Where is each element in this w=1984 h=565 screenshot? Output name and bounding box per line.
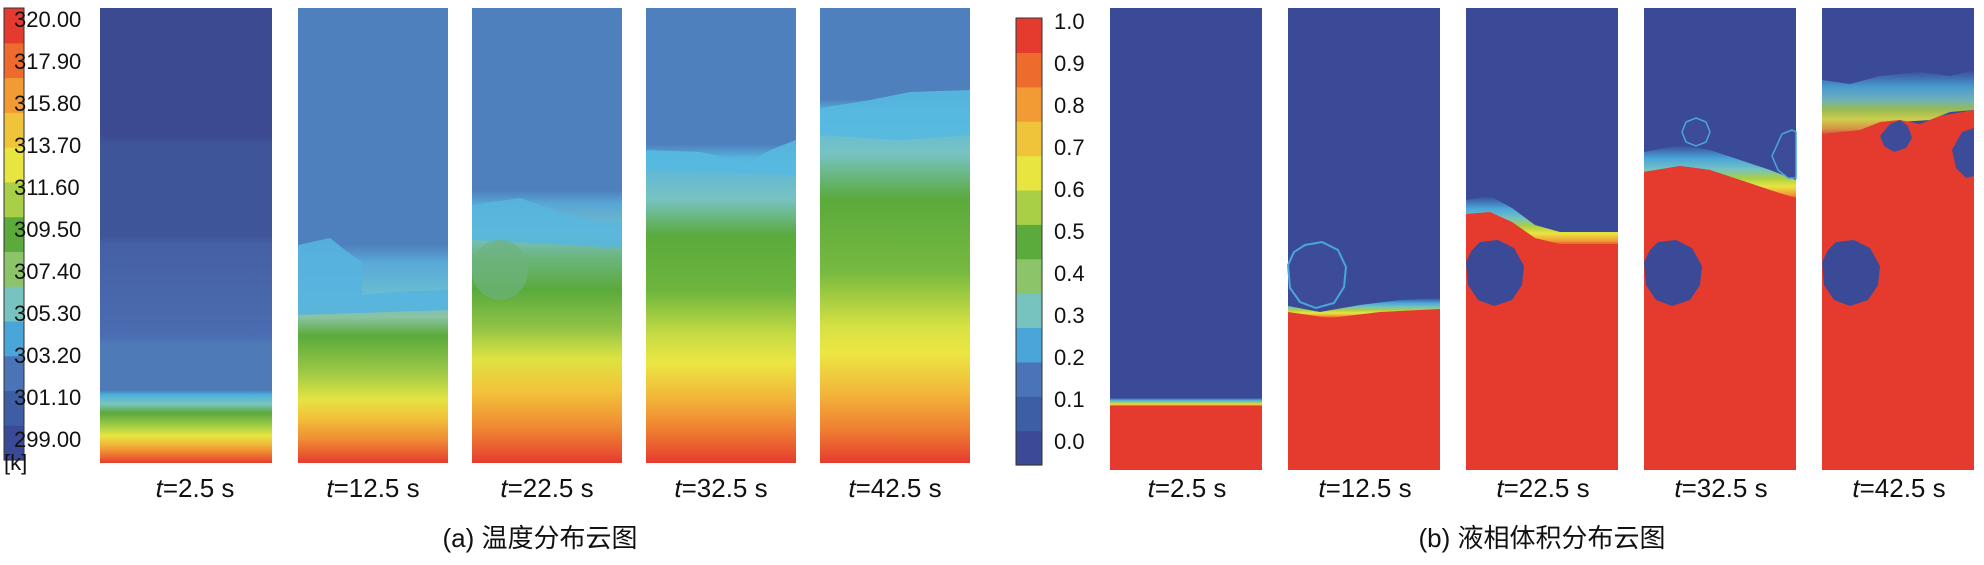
colorbar-a-tick: 305.30 xyxy=(14,301,81,326)
time-label: t=42.5 s xyxy=(848,473,941,503)
colorbar-b-tick: 0.6 xyxy=(1054,177,1085,202)
temperature-colorbar xyxy=(3,7,25,461)
colorbar-b-tick: 0.9 xyxy=(1054,51,1085,76)
liquid-fraction-colorbar xyxy=(1015,17,1043,466)
time-label: t=22.5 s xyxy=(1496,473,1589,503)
colorbar-a-swatch xyxy=(4,320,24,357)
panel-a-caption: (a) 温度分布云图 xyxy=(442,523,637,553)
colorbar-b-swatch xyxy=(1016,155,1042,191)
time-label: t=32.5 s xyxy=(674,473,767,503)
temperature-colorbar-ticks: 320.00 317.90 315.80 313.70 311.60 309.5… xyxy=(4,7,81,475)
colorbar-a-tick: 317.90 xyxy=(14,49,81,74)
colorbar-a-tick: 307.40 xyxy=(14,259,81,284)
colorbar-b-swatch xyxy=(1016,258,1042,294)
colorbar-a-tick: 311.60 xyxy=(14,175,80,200)
temperature-time-labels: t=2.5 s t=12.5 s t=22.5 s t=32.5 s t=42.… xyxy=(156,473,942,503)
temperature-frame-3 xyxy=(472,8,622,463)
colorbar-a-tick: 299.00 xyxy=(14,427,81,452)
colorbar-a-tick: 313.70 xyxy=(14,133,81,158)
liquid-fraction-colorbar-ticks: 1.0 0.9 0.8 0.7 0.6 0.5 0.4 0.3 0.2 0.1 … xyxy=(1054,9,1085,454)
colorbar-b-swatch xyxy=(1016,430,1042,466)
colorbar-a-swatch xyxy=(4,286,24,322)
time-label: t=42.5 s xyxy=(1852,473,1945,503)
colorbar-a-tick: 315.80 xyxy=(14,91,81,116)
liquid-frame-2 xyxy=(1286,8,1440,470)
colorbar-a-swatch xyxy=(4,8,24,44)
colorbar-b-swatch xyxy=(1016,52,1042,88)
temperature-frame-5 xyxy=(820,8,970,463)
liquid-frame-3 xyxy=(1466,8,1618,470)
liquid-time-labels: t=2.5 s t=12.5 s t=22.5 s t=32.5 s t=42.… xyxy=(1148,473,1946,503)
colorbar-b-swatch xyxy=(1016,86,1042,122)
colorbar-b-tick: 0.1 xyxy=(1054,387,1085,412)
liquid-frame-5 xyxy=(1822,8,1974,470)
colorbar-a-unit: [k] xyxy=(4,450,27,475)
colorbar-a-swatch-border xyxy=(3,7,25,461)
colorbar-a-swatch xyxy=(4,355,24,392)
colorbar-b-tick: 0.0 xyxy=(1054,429,1085,454)
time-label: t=2.5 s xyxy=(1148,473,1227,503)
time-label: t=12.5 s xyxy=(326,473,419,503)
colorbar-a-swatch xyxy=(4,147,24,183)
colorbar-b-tick: 0.4 xyxy=(1054,261,1085,286)
colorbar-a-tick: 303.20 xyxy=(14,343,81,368)
colorbar-a-tick: 309.50 xyxy=(14,217,81,242)
colorbar-b-tick: 0.5 xyxy=(1054,219,1085,244)
time-label: t=2.5 s xyxy=(156,473,235,503)
colorbar-b-swatch xyxy=(1016,121,1042,157)
colorbar-a-swatch xyxy=(4,181,24,218)
panel-b-caption: (b) 液相体积分布云图 xyxy=(1418,523,1665,553)
colorbar-b-tick: 0.3 xyxy=(1054,303,1085,328)
colorbar-a-swatch xyxy=(4,77,24,113)
colorbar-a-swatch xyxy=(4,251,24,287)
time-label: t=22.5 s xyxy=(500,473,593,503)
colorbar-b-tick: 0.7 xyxy=(1054,135,1085,160)
colorbar-b-swatch xyxy=(1016,396,1042,432)
temperature-frame-2 xyxy=(298,8,448,463)
liquid-frame-1 xyxy=(1110,8,1262,470)
colorbar-a-tick: 320.00 xyxy=(14,7,81,32)
colorbar-b-tick: 1.0 xyxy=(1054,9,1085,34)
colorbar-a-swatch xyxy=(4,390,24,426)
colorbar-b-swatch xyxy=(1016,224,1042,260)
colorbar-b-swatch-border xyxy=(1015,17,1043,466)
time-label: t=32.5 s xyxy=(1674,473,1767,503)
colorbar-b-swatch xyxy=(1016,361,1042,397)
colorbar-b-tick: 0.2 xyxy=(1054,345,1085,370)
colorbar-b-swatch xyxy=(1016,293,1042,329)
temperature-frame-4 xyxy=(646,8,796,463)
colorbar-b-swatch xyxy=(1016,189,1042,225)
colorbar-a-tick: 301.10 xyxy=(14,385,81,410)
colorbar-a-swatch xyxy=(4,112,24,148)
liquid-frame-4 xyxy=(1644,8,1797,470)
colorbar-a-swatch xyxy=(4,425,24,461)
colorbar-b-swatch xyxy=(1016,327,1042,363)
colorbar-b-swatch xyxy=(1016,18,1042,53)
temperature-frame-1 xyxy=(100,8,272,463)
time-label: t=12.5 s xyxy=(1318,473,1411,503)
colorbar-a-swatch xyxy=(4,216,24,252)
colorbar-b-tick: 0.8 xyxy=(1054,93,1085,118)
colorbar-a-swatch xyxy=(4,42,24,79)
